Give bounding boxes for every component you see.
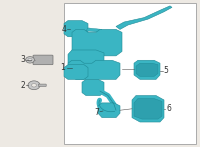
FancyBboxPatch shape — [64, 3, 196, 144]
FancyBboxPatch shape — [38, 84, 46, 86]
Polygon shape — [134, 60, 160, 79]
Polygon shape — [64, 21, 88, 37]
Polygon shape — [82, 79, 104, 96]
Text: 4: 4 — [61, 25, 66, 34]
Circle shape — [26, 57, 34, 63]
Circle shape — [28, 58, 32, 61]
Polygon shape — [136, 63, 158, 76]
Text: 7: 7 — [95, 108, 99, 117]
Polygon shape — [98, 103, 120, 118]
Text: 2: 2 — [21, 81, 25, 90]
Circle shape — [32, 83, 36, 87]
Circle shape — [28, 81, 40, 90]
Text: 1: 1 — [61, 63, 65, 72]
Text: 3: 3 — [21, 55, 25, 64]
Polygon shape — [132, 96, 164, 122]
Polygon shape — [134, 98, 162, 119]
Polygon shape — [68, 50, 104, 66]
Polygon shape — [68, 60, 120, 79]
Polygon shape — [86, 28, 102, 32]
Polygon shape — [116, 6, 172, 29]
Polygon shape — [72, 29, 122, 56]
Text: 5: 5 — [164, 66, 168, 75]
Text: 6: 6 — [167, 104, 171, 113]
Polygon shape — [64, 65, 88, 79]
FancyBboxPatch shape — [33, 55, 53, 65]
